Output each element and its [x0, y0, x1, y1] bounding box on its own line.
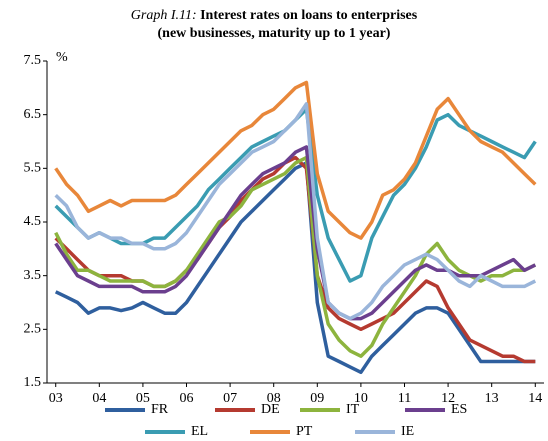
- legend-label: DE: [261, 402, 280, 417]
- x-tick-label: 07: [223, 391, 237, 406]
- y-tick-label: 1.5: [24, 375, 42, 390]
- x-tick-label: 08: [267, 391, 281, 406]
- x-tick-label: 10: [354, 391, 368, 406]
- legend-label: IT: [346, 402, 360, 417]
- y-tick-label: 3.5: [24, 268, 42, 283]
- series-line: [54, 107, 537, 283]
- x-tick-label: 03: [49, 391, 63, 406]
- x-tick-label: 12: [441, 391, 455, 406]
- y-unit: %: [56, 50, 68, 65]
- x-tick-label: 09: [310, 391, 324, 406]
- legend-label: IE: [401, 424, 414, 439]
- series-line: [54, 155, 537, 358]
- series-line: [54, 161, 536, 375]
- series-line: [54, 102, 537, 321]
- x-tick-label: 04: [92, 391, 106, 406]
- y-tick-label: 7.5: [24, 53, 42, 68]
- legend-label: PT: [296, 424, 313, 439]
- y-tick-label: 2.5: [24, 322, 42, 337]
- y-tick-label: 6.5: [24, 107, 42, 122]
- x-tick-label: 14: [528, 391, 542, 406]
- y-tick-label: 4.5: [24, 214, 42, 229]
- legend-label: FR: [151, 402, 169, 417]
- chart-subtitle: (new businesses, maturity up to 1 year): [158, 26, 391, 41]
- chart-title: Interest rates on loans to enterprises: [200, 8, 418, 23]
- y-tick-label: 5.5: [24, 161, 42, 176]
- series-line: [54, 80, 537, 240]
- legend-label: ES: [451, 402, 467, 417]
- x-tick-label: 05: [136, 391, 150, 406]
- legend-label: EL: [191, 424, 208, 439]
- title-label: Graph I.11:: [131, 8, 197, 23]
- chart-title-line: Graph I.11: Interest rates on loans to e…: [131, 8, 418, 23]
- x-tick-label: 11: [398, 391, 411, 406]
- x-tick-label: 13: [485, 391, 499, 406]
- x-tick-label: 06: [180, 391, 194, 406]
- series-line: [54, 145, 537, 321]
- series-line: [54, 155, 536, 364]
